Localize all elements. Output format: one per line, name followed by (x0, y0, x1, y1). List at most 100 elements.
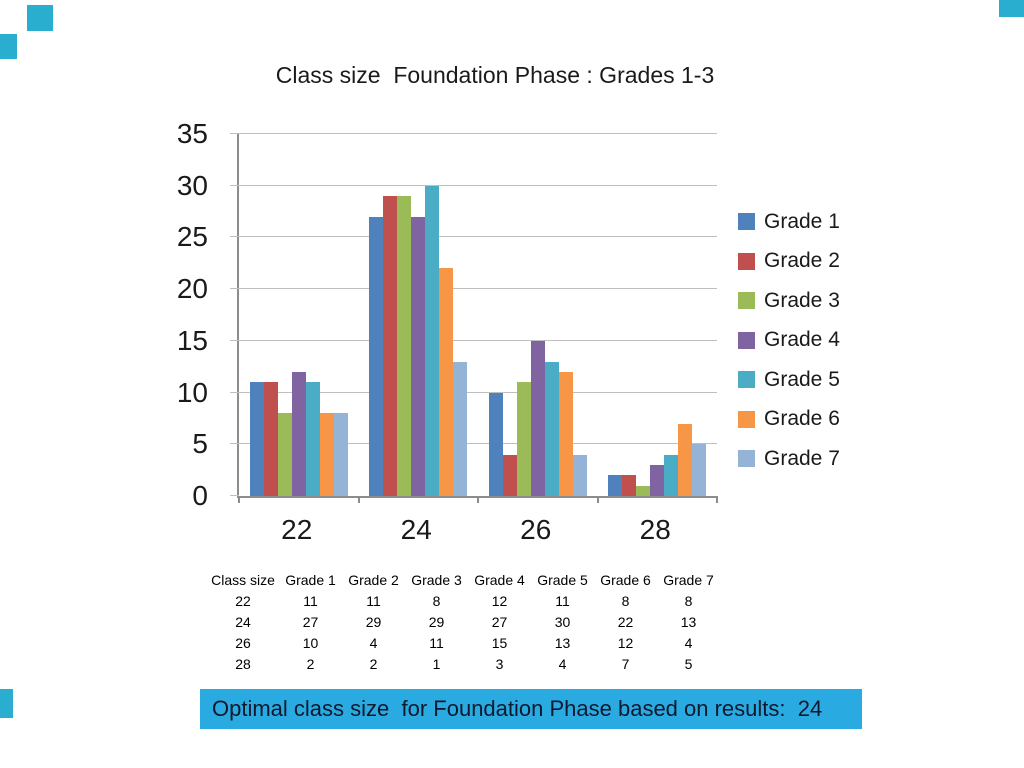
bar (397, 196, 412, 496)
x-category-label: 24 (400, 514, 432, 545)
legend-swatch (738, 331, 755, 349)
corner-accent-square (999, 0, 1024, 17)
x-tick (238, 496, 240, 503)
x-category-label: 28 (639, 514, 671, 545)
legend-item: Grade 4 (738, 321, 840, 361)
x-tick (596, 496, 599, 503)
bar (425, 185, 440, 496)
bar (369, 216, 384, 496)
table-cell: 22 (235, 593, 251, 609)
bar (664, 454, 679, 496)
bar (572, 454, 587, 496)
table-cell: 11 (429, 635, 444, 651)
bar (650, 464, 665, 496)
x-category-label: 26 (520, 514, 552, 545)
y-tick-label: 0 (192, 480, 208, 511)
table-cell: 15 (491, 635, 508, 651)
bar (263, 382, 278, 496)
table-cell: 29 (365, 614, 382, 630)
bar (411, 216, 426, 496)
y-tick-label: 10 (176, 376, 208, 408)
table-header-cell: Grade 1 (285, 572, 336, 588)
legend-item: Grade 7 (738, 439, 840, 479)
result-banner-text: Optimal class size for Foundation Phase … (212, 696, 823, 721)
y-tick-label: 20 (176, 273, 208, 305)
table-cell: 12 (491, 593, 508, 609)
table-row: 26 10 4 11 15 13 12 4 (207, 633, 720, 654)
table-header-cell: Grade 3 (411, 572, 462, 588)
table-cell: 8 (432, 593, 441, 609)
bar (692, 444, 707, 496)
corner-accent-square (27, 5, 53, 31)
table-cell: 2 (369, 656, 378, 672)
bar (291, 371, 306, 496)
table-cell: 12 (617, 635, 634, 651)
y-gridline (230, 288, 717, 290)
legend-label: Grade 7 (764, 446, 840, 470)
bar (502, 454, 517, 496)
bar (678, 423, 693, 496)
table-cell: 7 (621, 656, 630, 672)
legend-swatch (738, 292, 755, 310)
y-gridline (230, 391, 717, 393)
y-tick-label: 5 (192, 428, 208, 460)
y-gridline (230, 339, 717, 341)
chart-title: Class size Foundation Phase : Grades 1-3 (275, 62, 715, 88)
y-gridline (230, 184, 717, 186)
x-tick (477, 496, 479, 503)
result-banner: Optimal class size for Foundation Phase … (200, 689, 862, 729)
table-row: 22 11 11 8 12 11 8 8 (207, 591, 720, 612)
x-tick (357, 496, 360, 503)
table-cell: 4 (684, 635, 693, 651)
legend-label: Grade 6 (764, 407, 840, 431)
table-cell: 29 (428, 614, 445, 630)
legend-item: Grade 1 (738, 202, 840, 242)
y-tick-label: 25 (176, 221, 208, 253)
legend-label: Grade 3 (764, 288, 840, 312)
table-cell: 8 (684, 593, 693, 609)
corner-accent-square (0, 689, 13, 718)
bar (319, 413, 334, 496)
bar (277, 413, 292, 496)
table-cell: 3 (495, 656, 504, 672)
x-tick (716, 496, 718, 503)
legend-item: Grade 2 (738, 242, 840, 282)
bar (488, 392, 503, 496)
bar (516, 382, 531, 496)
table-cell: 11 (555, 593, 570, 609)
plot-area (230, 133, 718, 503)
table-cell: 13 (554, 635, 571, 651)
table-cell: 1 (432, 656, 441, 672)
legend-item: Grade 3 (738, 281, 840, 321)
table-cell: 28 (235, 656, 251, 672)
legend-item: Grade 5 (738, 360, 840, 400)
table-cell: 11 (303, 593, 318, 609)
legend-item: Grade 6 (738, 400, 840, 440)
table-header-cell: Grade 5 (537, 572, 588, 588)
table-cell: 26 (235, 635, 251, 651)
table-cell: 5 (684, 656, 693, 672)
table-cell: 4 (558, 656, 567, 672)
table-cell: 24 (235, 614, 251, 630)
y-tick (230, 495, 239, 496)
table-row: 24 27 29 29 27 30 22 13 (207, 612, 720, 633)
bar (453, 361, 468, 496)
legend-label: Grade 5 (764, 367, 840, 391)
table-cell: 22 (617, 614, 634, 630)
legend-swatch (738, 450, 755, 468)
y-tick-label: 15 (176, 324, 208, 356)
legend-swatch (738, 371, 755, 389)
table-header-cell: Grade 6 (600, 572, 651, 588)
y-tick-label: 30 (176, 169, 208, 201)
table-header-cell: Grade 2 (348, 572, 399, 588)
table-cell: 13 (680, 614, 697, 630)
table-header-row: Class size Grade 1 Grade 2 Grade 3 Grade 4 Gr… (207, 570, 720, 591)
data-table: Class size Grade 1 Grade 2 Grade 3 Grade 4 Gr… (207, 570, 720, 675)
y-tick-label: 35 (176, 118, 208, 149)
x-axis-labels: 22 24 26 28 (237, 510, 715, 550)
table-cell: 27 (302, 614, 319, 630)
table-row: 28 2 2 1 3 4 7 5 (207, 654, 720, 675)
legend-swatch (738, 252, 755, 270)
y-gridline (230, 133, 717, 134)
